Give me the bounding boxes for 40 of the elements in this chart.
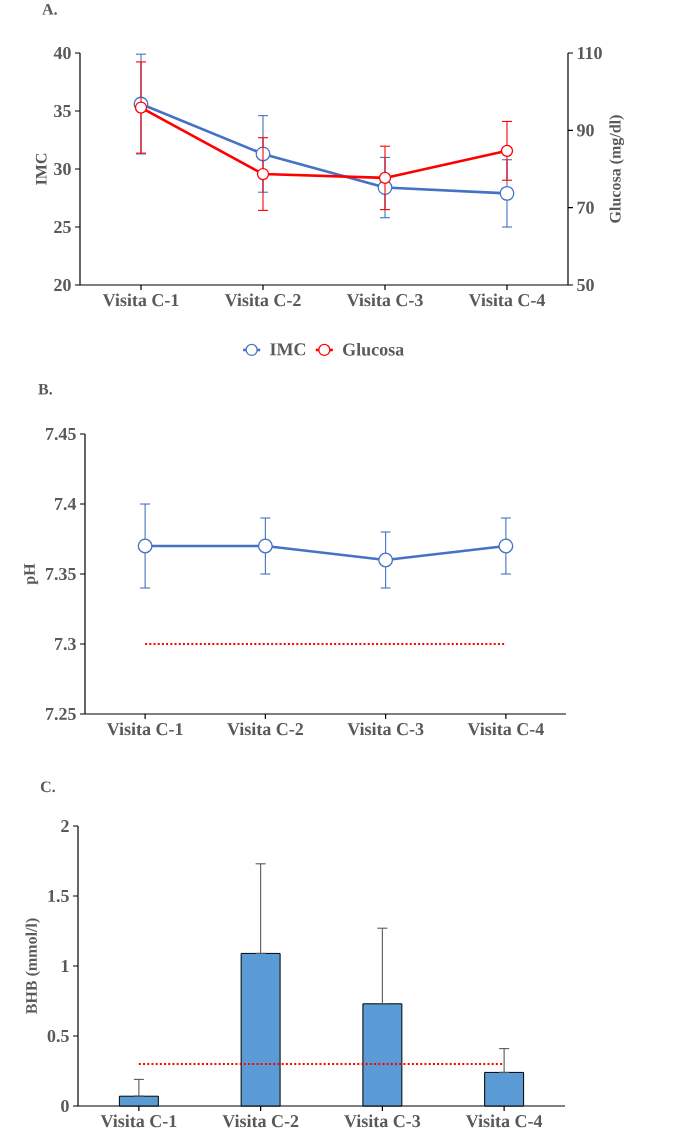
y-tick-label: 1.5 <box>48 889 69 903</box>
y-tick-label: 20 <box>54 278 71 292</box>
x-tick-label: Visita C-1 <box>100 1114 177 1128</box>
y-axis-title: BHB (mmol/l) <box>25 918 41 1014</box>
y-tick-label: 40 <box>53 46 71 60</box>
x-tick-label: Visita C-4 <box>468 293 546 307</box>
legend-label: IMC <box>270 343 306 356</box>
y-tick-label: 0 <box>61 1099 69 1113</box>
y-tick-label: 7.3 <box>55 637 76 651</box>
x-tick-label: Visita C-4 <box>465 1114 543 1128</box>
y2-tick-label: 110 <box>577 46 602 60</box>
y-tick-label: 35 <box>54 104 71 118</box>
x-tick-label: Visita C-1 <box>106 722 183 736</box>
x-tick-label: Visita C-3 <box>346 293 423 307</box>
x-tick-label: Visita C-3 <box>347 722 424 736</box>
y-tick-label: 30 <box>54 162 71 176</box>
y-tick-label: 7.35 <box>46 567 76 581</box>
x-tick-label: Visita C-2 <box>224 293 301 307</box>
y-tick-label: 7.45 <box>46 427 76 441</box>
y2-tick-label: 90 <box>577 124 594 137</box>
chart-title: C. <box>40 781 55 793</box>
y-axis-title: pH <box>24 563 39 585</box>
chart-title: B. <box>38 383 52 395</box>
y-tick-label: 7.4 <box>55 497 77 511</box>
y-tick-label: 7.25 <box>46 707 76 721</box>
y-axis-title: IMC <box>35 153 47 185</box>
y2-axis-title: Glucosa (mg/dl) <box>609 115 625 223</box>
y2-tick-label: 70 <box>577 201 594 214</box>
legend-label: Glucosa <box>343 342 404 356</box>
y-tick-label: 1 <box>61 960 69 972</box>
y-tick-label: 0.5 <box>47 1029 69 1043</box>
x-tick-label: Visita C-3 <box>344 1114 421 1128</box>
x-tick-label: Visita C-1 <box>102 293 179 307</box>
x-tick-label: Visita C-4 <box>467 722 544 736</box>
y2-tick-label: 50 <box>577 278 594 292</box>
y-tick-label: 25 <box>54 220 71 234</box>
x-tick-label: Visita C-2 <box>227 722 303 736</box>
y-tick-label: 2 <box>61 820 69 832</box>
chart-title: A. <box>42 3 57 15</box>
x-tick-label: Visita C-2 <box>222 1114 299 1128</box>
